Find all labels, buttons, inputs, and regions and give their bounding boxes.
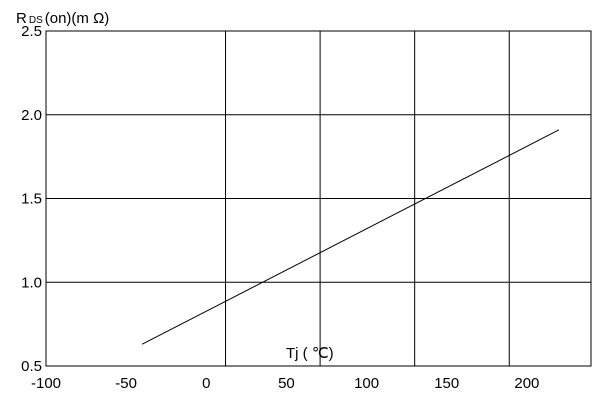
y-tick-label: 2.0 [21,107,42,124]
x-tick-labels: -100 -50 0 50 100 150 200 [31,375,539,392]
y-tick-label: 0.5 [21,358,42,375]
y-tick-label: 1.0 [21,274,42,291]
x-tick-label: 50 [278,375,295,392]
y-tick-label: 2.5 [21,23,42,40]
x-tick-label: 200 [514,375,539,392]
grid [46,31,591,366]
x-tick-label: -50 [115,375,137,392]
series-layer [141,129,560,345]
y-tick-labels: 0.5 1.0 1.5 2.0 2.5 [21,23,42,375]
x-tick-label: 150 [434,375,459,392]
y-tick-label: 1.5 [21,191,42,208]
y-axis-title-rest: (on)(m Ω) [45,10,110,27]
y-axis-title-sub: DS [29,15,43,26]
x-tick-label: -100 [31,375,61,392]
y-axis-title-main: R [16,10,27,27]
x-tick-label: 100 [354,375,379,392]
x-axis-title: Tj ( ℃) [286,345,334,362]
x-tick-label: 0 [202,375,210,392]
series-line [141,129,560,345]
y-axis-title: R DS (on)(m Ω) [16,10,109,27]
